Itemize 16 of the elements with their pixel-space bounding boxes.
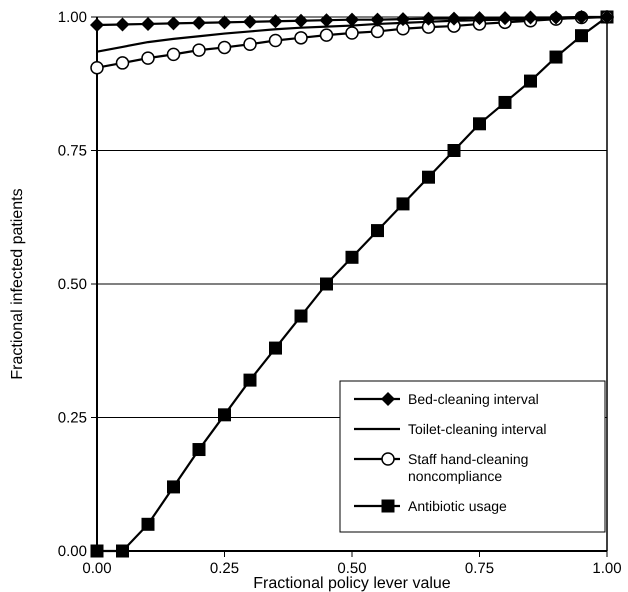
legend-label: Toilet-cleaning interval [408,421,547,437]
legend-label: Bed-cleaning interval [408,391,539,407]
x-tick-label: 1.00 [592,560,622,577]
x-tick-label: 0.50 [337,560,367,577]
x-axis-title: Fractional policy lever value [253,575,451,592]
legend-label: Antibiotic usage [408,498,508,514]
y-tick-label: 0.50 [58,276,87,293]
y-tick-label: 0.00 [58,543,87,560]
x-tick-label: 0.00 [82,560,112,577]
y-axis-title: Fractional infected patients [9,188,26,380]
x-tick-label: 0.75 [464,560,494,577]
y-tick-label: 0.25 [58,410,87,426]
y-tick-label: 1.00 [58,9,87,26]
legend-label: Staff hand-cleaning noncompliance [408,451,528,484]
y-tick-label: 0.75 [58,142,87,160]
x-tick-label: 0.25 [210,560,240,577]
